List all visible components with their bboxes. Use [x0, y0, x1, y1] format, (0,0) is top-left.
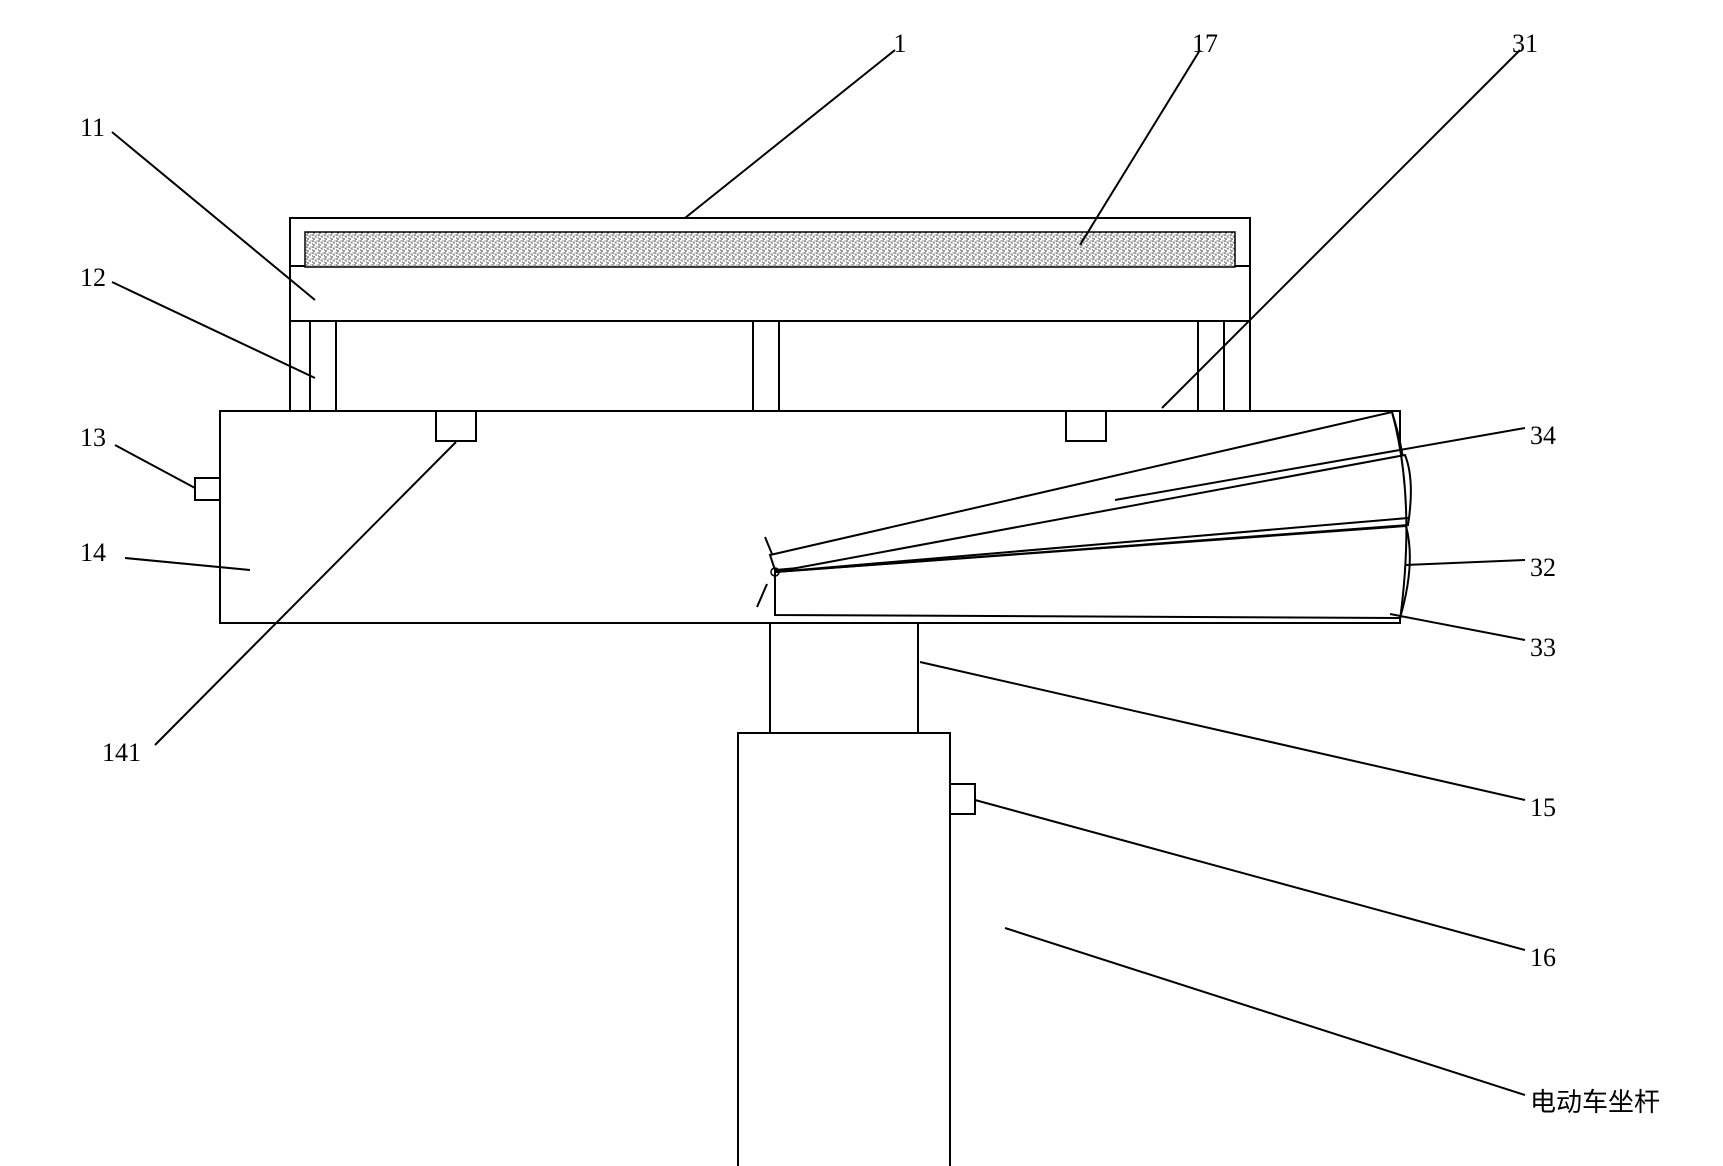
- leader-12: [975, 800, 1525, 950]
- leader-0: [685, 50, 895, 218]
- label-32: 32: [1530, 553, 1556, 582]
- engineering-figure: 1 17 31 11 12 13 14 141 34 32 33 15 16 电动车坐杆: [0, 0, 1723, 1166]
- leader-3: [112, 132, 315, 300]
- plate-11: [290, 266, 1250, 321]
- label-seatpost: 电动车坐杆: [1530, 1088, 1660, 1117]
- seat-post-body: [738, 733, 950, 1166]
- diagram-shapes: [195, 218, 1411, 1166]
- label-1: 1: [894, 29, 907, 58]
- leader-9: [1405, 560, 1525, 565]
- notch-right: [1066, 411, 1106, 441]
- stub-16: [950, 784, 975, 814]
- plate-12: [290, 321, 1250, 411]
- stub-13: [195, 478, 220, 500]
- label-14: 14: [80, 538, 106, 567]
- label-17: 17: [1192, 29, 1218, 58]
- leader-13: [1005, 928, 1525, 1095]
- leader-11: [920, 662, 1525, 800]
- label-13: 13: [80, 423, 106, 452]
- label-31: 31: [1512, 29, 1538, 58]
- leader-4: [112, 282, 315, 378]
- foam-layer-17: [305, 232, 1235, 267]
- leader-1: [1080, 50, 1200, 245]
- leader-5: [115, 445, 195, 488]
- label-15: 15: [1530, 793, 1556, 822]
- leader-10: [1390, 614, 1525, 640]
- label-141: 141: [102, 738, 141, 767]
- label-34: 34: [1530, 421, 1556, 450]
- label-11: 11: [80, 113, 105, 142]
- post-15: [770, 623, 918, 733]
- label-16: 16: [1530, 943, 1556, 972]
- label-12: 12: [80, 263, 106, 292]
- notch-141: [436, 411, 476, 441]
- label-33: 33: [1530, 633, 1556, 662]
